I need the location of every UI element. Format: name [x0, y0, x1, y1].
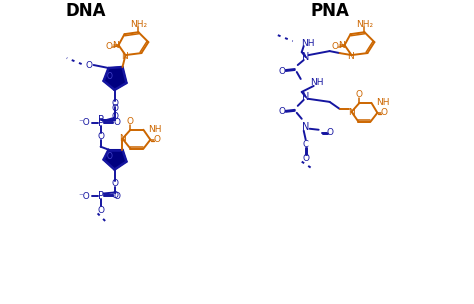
Text: O: O [381, 108, 388, 117]
Text: O: O [331, 42, 338, 50]
Text: NH: NH [148, 125, 162, 134]
Text: O: O [111, 191, 118, 200]
Text: O: O [111, 112, 118, 121]
Text: DNA: DNA [65, 2, 106, 20]
Text: NH₂: NH₂ [356, 20, 373, 29]
Text: O: O [356, 90, 363, 99]
Text: O: O [85, 60, 92, 70]
Text: O: O [97, 206, 104, 215]
Text: O: O [107, 72, 112, 81]
Polygon shape [104, 67, 127, 90]
Text: O: O [278, 67, 285, 75]
Text: NH₂: NH₂ [130, 20, 147, 29]
Text: N: N [302, 92, 310, 102]
Text: NH: NH [376, 98, 390, 107]
Text: NH: NH [301, 39, 314, 48]
Polygon shape [104, 150, 127, 170]
Text: N: N [112, 41, 119, 50]
Text: ⁻O: ⁻O [79, 192, 91, 201]
Text: O: O [326, 128, 333, 137]
Text: N: N [348, 108, 355, 117]
Text: N: N [338, 41, 345, 50]
Text: N: N [119, 134, 126, 143]
Text: P: P [98, 115, 104, 125]
Text: ⁻O: ⁻O [79, 118, 91, 127]
Text: O: O [97, 132, 104, 141]
Text: O: O [113, 192, 120, 201]
Text: PNA: PNA [310, 2, 349, 20]
Text: P: P [98, 192, 104, 202]
Text: O: O [302, 154, 309, 163]
Text: O: O [127, 117, 134, 126]
Text: O: O [105, 42, 112, 50]
Text: O: O [111, 179, 118, 188]
Text: N: N [302, 52, 310, 62]
Text: C: C [303, 140, 309, 149]
Text: NH: NH [310, 78, 323, 88]
Text: O: O [113, 118, 120, 127]
Text: O: O [111, 104, 118, 113]
Text: N: N [347, 52, 354, 60]
Text: O: O [154, 135, 161, 144]
Text: O: O [107, 152, 112, 161]
Text: O: O [111, 99, 118, 108]
Text: P: P [98, 118, 104, 128]
Text: N: N [302, 122, 310, 132]
Text: N: N [121, 52, 128, 60]
Text: O: O [278, 107, 285, 116]
